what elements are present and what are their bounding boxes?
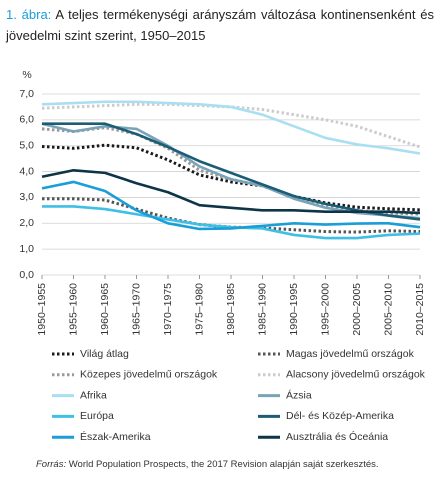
y-tick-label: 3,0	[19, 191, 34, 203]
source-label: Forrás:	[36, 459, 67, 470]
legend-label: Európa	[80, 410, 114, 422]
series-line	[41, 143, 421, 212]
y-tick-label: 5,0	[19, 139, 34, 151]
chart-title: A teljes termékenységi arányszám változá…	[6, 7, 434, 43]
series-line	[41, 122, 421, 220]
y-tick-label: 0,0	[19, 269, 34, 281]
legend-label: Ausztrália és Óceánia	[286, 430, 388, 443]
x-tick-label: 1995–2000	[319, 283, 331, 336]
x-tick-label: 1985–1990	[256, 283, 268, 336]
legend-label: Afrika	[80, 389, 107, 401]
series-line	[41, 180, 421, 231]
figure-label: 1. ábra:	[6, 7, 52, 22]
source: Forrás: World Population Prospects, the …	[36, 459, 379, 470]
series-line	[41, 100, 421, 155]
legend-label: Alacsony jövedelmű országok	[286, 369, 426, 381]
y-tick-label: 2,0	[19, 217, 34, 229]
x-tick-label: 1980–1985	[225, 283, 237, 336]
x-tick-label: 1965–1970	[130, 283, 142, 336]
x-tick-label: 2000–2005	[351, 283, 363, 336]
y-tick-label: 7,0	[19, 88, 34, 100]
x-tick-label: 1990–1995	[288, 283, 300, 336]
x-tick-label: 1950–1955	[36, 283, 48, 336]
y-tick-label: 1,0	[19, 243, 34, 255]
series-line	[41, 168, 421, 215]
y-tick-label: 6,0	[19, 114, 34, 126]
x-tick-label: 2010–2015	[414, 283, 426, 336]
series-line	[41, 102, 421, 149]
x-tick-label: 1970–1975	[162, 283, 174, 336]
x-tick-label: 1960–1965	[99, 283, 111, 336]
y-axis-label: %	[22, 69, 31, 81]
legend-label: Világ átlag	[80, 348, 129, 360]
legend-label: Dél- és Közép-Amerika	[286, 410, 394, 422]
legend-label: Magas jövedelmű országok	[286, 348, 415, 360]
x-tick-label: 1955–1960	[67, 283, 79, 336]
legend-label: Közepes jövedelmű országok	[80, 369, 218, 381]
x-tick-label: 2005–2010	[382, 283, 394, 336]
y-tick-label: 4,0	[19, 165, 34, 177]
x-tick-label: 1975–1980	[193, 283, 205, 336]
title-block: 1. ábra: A teljes termékenységi arányszá…	[6, 4, 434, 46]
source-text: World Population Prospects, the 2017 Rev…	[68, 459, 379, 470]
legend-label: Észak-Amerika	[80, 430, 151, 443]
legend-label: Ázsia	[286, 388, 312, 401]
